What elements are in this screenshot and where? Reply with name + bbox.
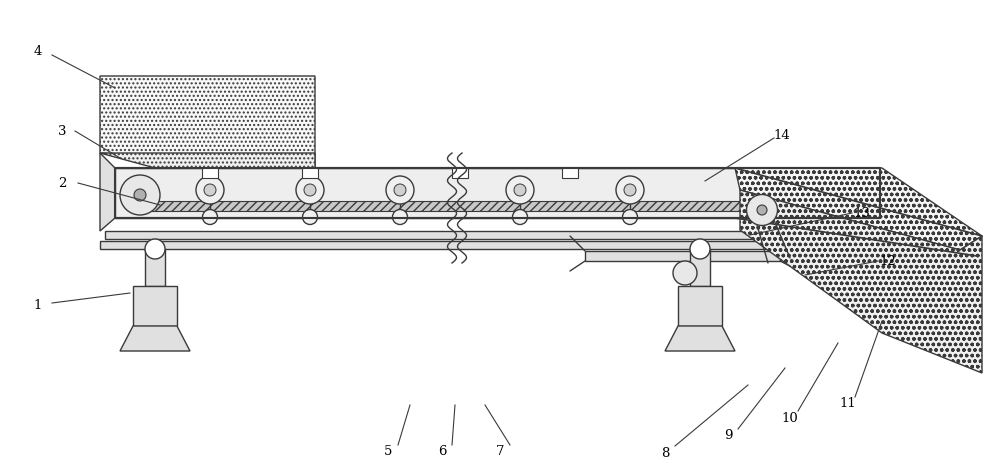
Text: 6: 6 xyxy=(438,445,446,457)
Text: 13: 13 xyxy=(854,207,870,219)
Bar xyxy=(562,168,578,178)
Polygon shape xyxy=(120,326,190,351)
Polygon shape xyxy=(105,231,885,239)
Text: 3: 3 xyxy=(58,124,66,138)
Polygon shape xyxy=(735,168,982,250)
Text: 14: 14 xyxy=(774,129,790,141)
Circle shape xyxy=(746,194,778,226)
Polygon shape xyxy=(133,286,177,326)
Circle shape xyxy=(145,239,165,259)
Polygon shape xyxy=(150,201,875,211)
Circle shape xyxy=(386,176,414,204)
Polygon shape xyxy=(665,326,735,351)
Polygon shape xyxy=(100,76,315,168)
Circle shape xyxy=(304,184,316,196)
Bar xyxy=(302,168,318,178)
Polygon shape xyxy=(678,286,722,326)
Text: 2: 2 xyxy=(58,176,66,190)
Text: 8: 8 xyxy=(661,447,669,459)
Bar xyxy=(452,168,468,178)
Circle shape xyxy=(514,184,526,196)
Text: 4: 4 xyxy=(34,44,42,58)
Text: 9: 9 xyxy=(724,429,732,441)
Circle shape xyxy=(120,175,160,215)
Circle shape xyxy=(624,184,636,196)
Circle shape xyxy=(673,261,697,285)
Circle shape xyxy=(202,210,218,225)
Polygon shape xyxy=(100,241,890,249)
Circle shape xyxy=(196,176,224,204)
Polygon shape xyxy=(145,249,165,286)
Circle shape xyxy=(302,210,318,225)
Circle shape xyxy=(204,184,216,196)
Circle shape xyxy=(622,210,638,225)
Text: 10: 10 xyxy=(782,412,798,424)
Polygon shape xyxy=(115,168,880,218)
Circle shape xyxy=(616,176,644,204)
Polygon shape xyxy=(585,251,780,261)
Circle shape xyxy=(512,210,528,225)
Text: 1: 1 xyxy=(34,298,42,312)
Bar xyxy=(202,168,218,178)
Circle shape xyxy=(757,205,767,215)
Circle shape xyxy=(394,184,406,196)
Polygon shape xyxy=(100,153,115,231)
Circle shape xyxy=(506,176,534,204)
Text: 7: 7 xyxy=(496,445,504,457)
Polygon shape xyxy=(690,249,710,286)
Circle shape xyxy=(392,210,408,225)
Circle shape xyxy=(690,239,710,259)
Text: 5: 5 xyxy=(384,445,392,457)
Polygon shape xyxy=(100,153,315,168)
Polygon shape xyxy=(740,190,982,373)
Circle shape xyxy=(134,189,146,201)
Circle shape xyxy=(296,176,324,204)
Text: 12: 12 xyxy=(880,254,896,268)
Text: 11: 11 xyxy=(840,396,856,410)
